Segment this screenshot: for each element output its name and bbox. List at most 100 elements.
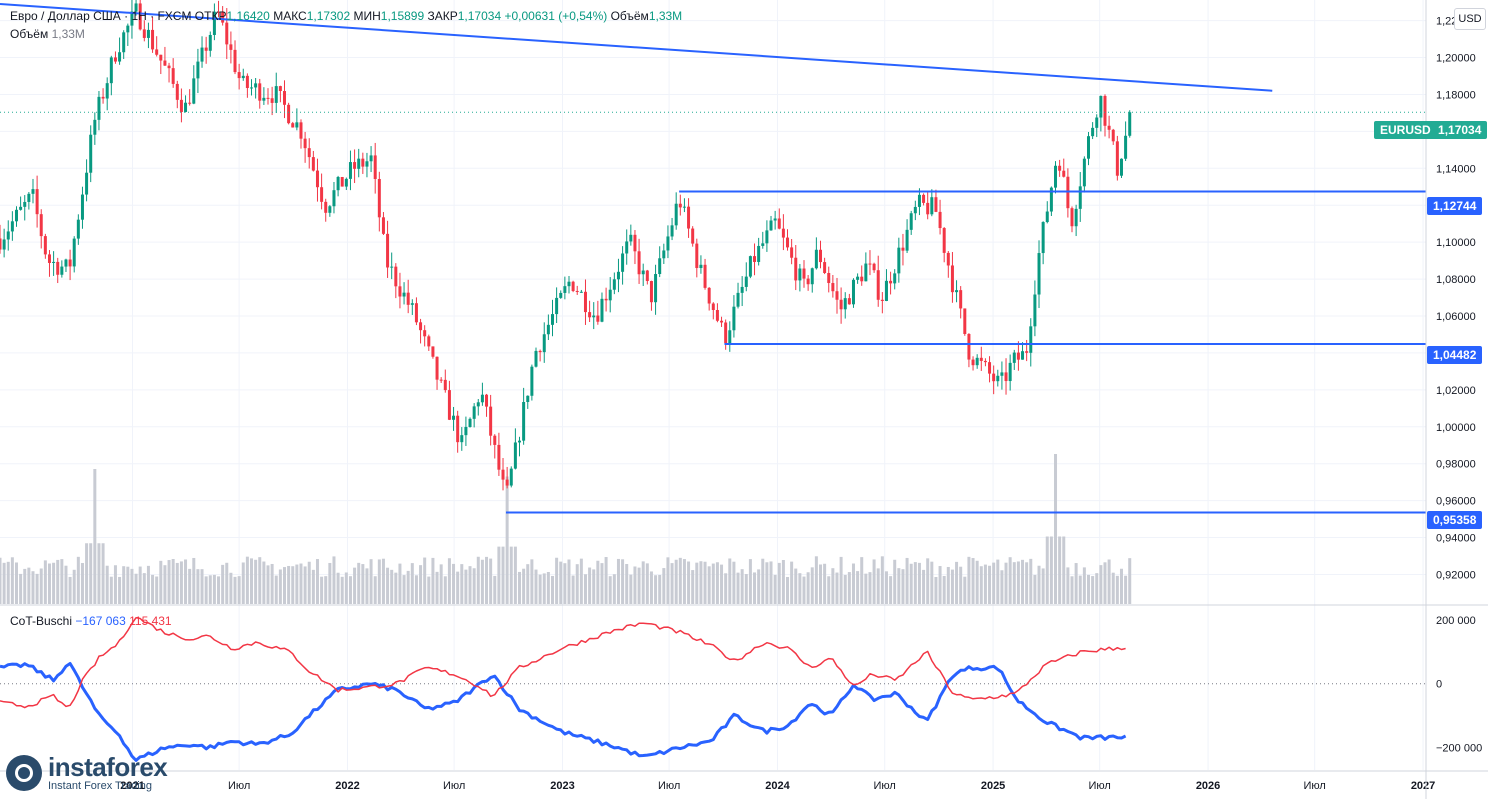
x-tick-label: 2022 [335, 780, 359, 792]
volume-bar [439, 564, 443, 604]
change-value: +0,00631 (+0,54%) [504, 9, 608, 23]
candle-body [348, 162, 352, 179]
volume-bar [262, 561, 266, 604]
candle-body [1099, 95, 1103, 118]
candle-body [315, 170, 319, 188]
cot-legend[interactable]: CoT-Buschi −167 063 115 431 [10, 614, 172, 628]
candle-body [769, 220, 773, 231]
volume-bar [860, 557, 864, 604]
candle-body [744, 276, 748, 287]
candle-body [89, 134, 93, 173]
volume-bar [691, 570, 695, 604]
candle-body [773, 218, 777, 221]
volume-bar [1095, 573, 1099, 604]
x-tick-label: 2021 [120, 780, 144, 792]
volume-bar [204, 576, 208, 604]
candle-body [1070, 208, 1074, 227]
volume-bar [89, 543, 93, 604]
volume-bar [146, 565, 150, 604]
volume-bar [1082, 567, 1086, 604]
volume-bar [802, 576, 806, 604]
candle-body [452, 415, 456, 420]
pair-name[interactable]: Евро / Доллар США [10, 9, 121, 23]
candle-body [753, 256, 757, 262]
volume-bar [1029, 558, 1033, 604]
candle-body [179, 99, 183, 112]
low-value: 1,15899 [380, 9, 425, 23]
candle-body [674, 203, 678, 226]
currency-button[interactable]: USD [1454, 8, 1486, 30]
candle-body [1000, 372, 1004, 376]
candle-body [703, 264, 707, 288]
volume-bar [245, 556, 249, 604]
volume-bar [934, 576, 938, 604]
volume-bar [1124, 575, 1128, 604]
candle-body [847, 298, 851, 305]
volume-bar [1107, 559, 1111, 604]
candle-body [1049, 187, 1053, 212]
candle-body [410, 303, 414, 305]
candle-body [505, 479, 509, 486]
level-tag-1: 1,12744 [1427, 197, 1483, 215]
candle-body [621, 253, 625, 272]
candle-body [777, 218, 781, 229]
candle-body [414, 303, 418, 323]
volume-bar [872, 559, 876, 604]
volume-bar [654, 575, 658, 604]
volume-bar [394, 572, 398, 604]
volume-bar [72, 569, 76, 604]
cot-red-value: 115 431 [129, 614, 172, 628]
timeframe[interactable]: 1Н [131, 9, 147, 23]
volume-legend[interactable]: Объём 1,33M [10, 27, 85, 41]
candle-body [732, 306, 736, 331]
candle-body [56, 261, 60, 275]
volume-bar [353, 567, 357, 604]
candle-body [101, 96, 105, 99]
candle-body [687, 206, 691, 229]
volume-bar [897, 568, 901, 604]
volume-bar [369, 559, 373, 604]
candle-body [155, 49, 159, 55]
candle-body [596, 315, 600, 322]
candle-body [823, 262, 827, 273]
volume-bar [1070, 576, 1074, 604]
candle-body [480, 394, 484, 403]
candle-body [922, 194, 926, 203]
volume-bar [530, 559, 534, 604]
volume-bar [1008, 557, 1012, 604]
volume-bar [431, 557, 435, 604]
volume-bar [295, 564, 299, 604]
volume-bar [196, 569, 200, 604]
candle-body [118, 52, 122, 62]
candle-body [1029, 326, 1033, 353]
volume-bar [823, 563, 827, 604]
volume-bar [39, 568, 43, 604]
volume-bar [93, 469, 97, 604]
volume-bar [452, 563, 456, 604]
volume-bar [1091, 576, 1095, 604]
volume-bar [340, 576, 344, 604]
y-tick-label: 1,06000 [1436, 311, 1476, 323]
volume-bar [419, 565, 423, 604]
volume-bar [472, 568, 476, 604]
candle-body [641, 270, 645, 275]
candle-body [798, 268, 802, 281]
cot-blue-value: −167 063 [75, 614, 126, 628]
volume-bar [703, 561, 707, 604]
volume-bar [757, 569, 761, 604]
volume-bar [344, 572, 348, 604]
volume-bar [373, 576, 377, 604]
candle-body [109, 57, 113, 84]
volume-bar [728, 558, 732, 604]
candle-body [880, 299, 884, 301]
candle-body [443, 379, 447, 391]
volume-bar [926, 558, 930, 604]
candle-body [250, 87, 254, 89]
candle-body [728, 330, 732, 344]
candle-body [270, 98, 274, 103]
candle-body [27, 193, 31, 202]
candle-body [1111, 129, 1115, 142]
volume-bar [505, 476, 509, 604]
candle-body [1025, 351, 1029, 353]
